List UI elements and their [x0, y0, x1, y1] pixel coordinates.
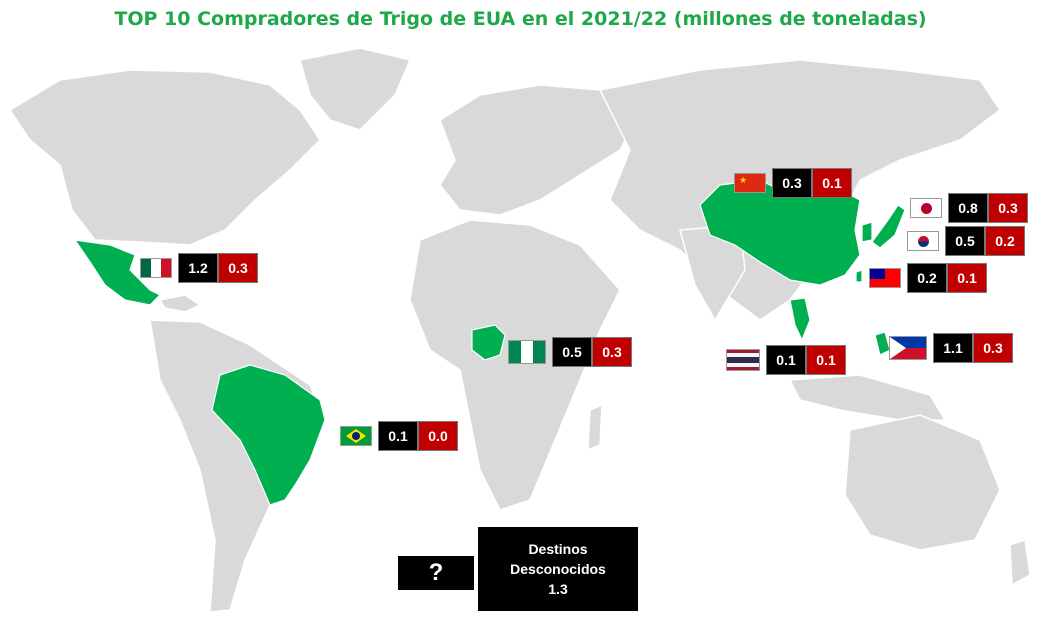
caribbean-shape [158, 294, 202, 313]
nigeria-shape [471, 324, 506, 361]
north-america-shape [8, 69, 321, 246]
taiwan-red-value: 0.1 [947, 263, 987, 293]
brazil-red-value: 0.0 [418, 421, 458, 451]
nigeria-red-value: 0.3 [592, 337, 632, 367]
thailand-flag-icon [726, 349, 760, 371]
taiwan-black-value: 0.2 [907, 263, 947, 293]
unknown-line1: Destinos [528, 541, 588, 557]
japan-black-value: 0.8 [948, 193, 988, 223]
unknown-value: 1.3 [548, 581, 568, 597]
korea-black-value: 0.5 [945, 226, 985, 256]
brazil-black-value: 0.1 [378, 421, 418, 451]
label-china: ★ 0.3 0.1 [734, 168, 852, 198]
label-nigeria: 0.5 0.3 [508, 337, 632, 367]
label-brazil: 0.1 0.0 [340, 421, 458, 451]
label-philippines: 1.1 0.3 [889, 333, 1013, 363]
philippines-black-value: 1.1 [933, 333, 973, 363]
china-flag-icon: ★ [734, 173, 766, 193]
unknown-line2: Desconocidos [510, 561, 606, 577]
label-taiwan: 0.2 0.1 [869, 263, 987, 293]
label-korea: 0.5 0.2 [907, 226, 1025, 256]
japan-shape [871, 204, 906, 249]
indonesia-shape [788, 374, 947, 421]
australia-shape [844, 414, 1001, 551]
philippines-shape [874, 331, 891, 356]
thailand-shape [789, 297, 811, 342]
korea-shape [861, 221, 873, 243]
label-japan: 0.8 0.3 [910, 193, 1028, 223]
japan-flag-icon [910, 198, 942, 218]
china-black-value: 0.3 [772, 168, 812, 198]
europe-shape [439, 84, 642, 216]
question-icon: ? [398, 556, 474, 590]
korea-red-value: 0.2 [985, 226, 1025, 256]
africa-shape [409, 219, 621, 511]
label-thailand: 0.1 0.1 [726, 345, 846, 375]
unknown-destinations-box: Destinos Desconocidos 1.3 [478, 527, 638, 611]
philippines-red-value: 0.3 [973, 333, 1013, 363]
philippines-flag-icon [889, 336, 927, 360]
mexico-flag-icon [140, 258, 172, 278]
mexico-red-value: 0.3 [218, 253, 258, 283]
mexico-black-value: 1.2 [178, 253, 218, 283]
japan-red-value: 0.3 [988, 193, 1028, 223]
brazil-flag-icon [340, 426, 372, 446]
thailand-red-value: 0.1 [806, 345, 846, 375]
greenland-shape [299, 47, 412, 131]
korea-flag-icon [907, 231, 939, 251]
brazil-shape [211, 364, 326, 506]
nigeria-black-value: 0.5 [552, 337, 592, 367]
taiwan-flag-icon [869, 268, 901, 288]
taiwan-shape [855, 269, 863, 283]
china-red-value: 0.1 [812, 168, 852, 198]
mexico-shape [73, 239, 162, 306]
thailand-black-value: 0.1 [766, 345, 806, 375]
label-mexico: 1.2 0.3 [140, 253, 258, 283]
china-shape [699, 179, 861, 286]
new-zealand-shape [1009, 539, 1031, 587]
nigeria-flag-icon [508, 340, 546, 364]
map-title: TOP 10 Compradores de Trigo de EUA en el… [114, 8, 927, 30]
madagascar-shape [587, 403, 603, 452]
